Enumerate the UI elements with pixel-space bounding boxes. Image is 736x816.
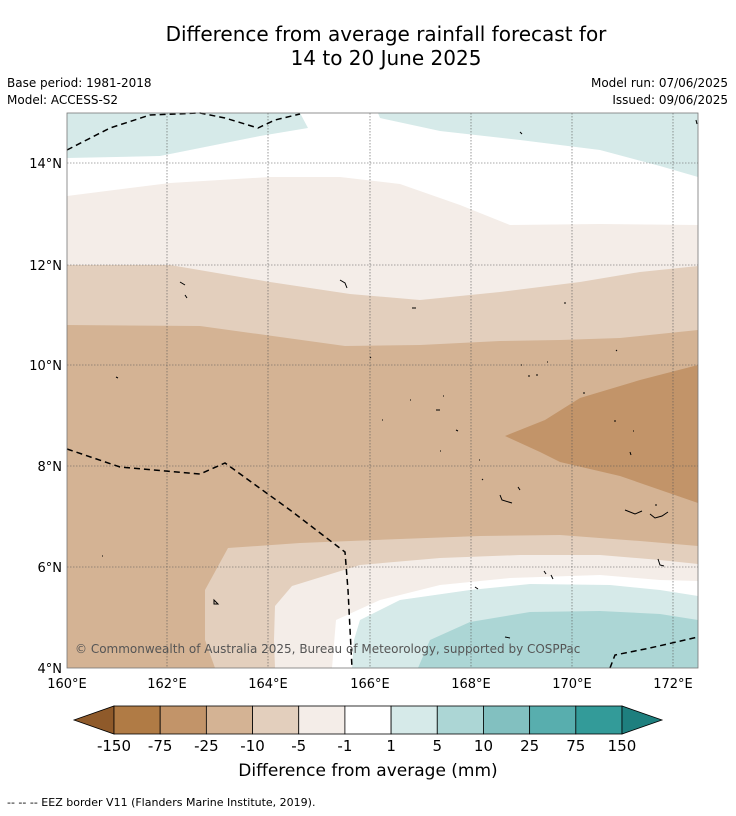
- colorbar-segment: [575, 705, 623, 735]
- colorbar-tick-label: 75: [566, 737, 585, 755]
- meta-right: Model run: 07/06/2025 Issued: 09/06/2025: [591, 75, 728, 109]
- lon-label-170: 170°E: [552, 677, 592, 692]
- colorbar-tick-label: -150: [97, 737, 131, 755]
- colorbar: [72, 705, 664, 735]
- lat-label-6: 6°N: [38, 561, 63, 576]
- colorbar-segment: [113, 705, 161, 735]
- title-line-2: 14 to 20 June 2025: [290, 46, 482, 70]
- model-run: Model run: 07/06/2025: [590, 76, 728, 90]
- longitude-labels: 160°E 162°E 164°E 166°E 168°E 170°E 172°…: [47, 677, 693, 692]
- lat-label-4: 4°N: [38, 662, 63, 677]
- colorbar-tick-label: 150: [608, 737, 637, 755]
- colorbar-arrow-right: [621, 705, 664, 735]
- islands: [102, 119, 698, 639]
- colorbar-tick-label: -1: [337, 737, 352, 755]
- lat-label-8: 8°N: [38, 460, 63, 475]
- contour-dark-tan-east: [505, 365, 698, 503]
- contour-teal-north-left: [67, 113, 308, 158]
- lon-label-172: 172°E: [653, 677, 693, 692]
- colorbar-segment: [390, 705, 438, 735]
- eez-footnote: -- -- -- EEZ border V11 (Flanders Marine…: [7, 796, 316, 809]
- colorbar-segment: [344, 705, 392, 735]
- colorbar-tick-label: 25: [520, 737, 539, 755]
- colorbar-segment: [483, 705, 531, 735]
- colorbar-tick-labels: -150 -75 -25 -10 -5 -1 1 5 10 25 75 150: [97, 737, 636, 755]
- map-fill: [67, 113, 698, 668]
- lon-label-164: 164°E: [248, 677, 288, 692]
- colorbar-arrow-left: [72, 705, 115, 735]
- gridlines: [67, 113, 698, 668]
- lat-label-10: 10°N: [29, 359, 62, 374]
- contour-teal-north-right: [378, 113, 698, 177]
- colorbar-tick-label: -75: [148, 737, 173, 755]
- eez-border: [66, 112, 699, 669]
- colorbar-segment: [436, 705, 484, 735]
- colorbar-tick-label: -5: [291, 737, 306, 755]
- colorbar-segment: [159, 705, 207, 735]
- lat-label-12: 12°N: [29, 259, 62, 274]
- lon-label-166: 166°E: [350, 677, 390, 692]
- colorbar-tick-label: -25: [194, 737, 219, 755]
- map-title: Difference from average rainfall forecas…: [0, 22, 736, 70]
- lon-label-162: 162°E: [147, 677, 187, 692]
- colorbar-segment: [298, 705, 346, 735]
- contour-teal-south: [418, 611, 698, 668]
- issued-date: Issued: 09/06/2025: [612, 93, 728, 107]
- title-line-1: Difference from average rainfall forecas…: [165, 22, 607, 46]
- lon-label-168: 168°E: [451, 677, 491, 692]
- model-name: Model: ACCESS-S2: [7, 93, 119, 107]
- colorbar-tick-label: 10: [474, 737, 493, 755]
- copyright-text: © Commonwealth of Australia 2025, Bureau…: [75, 642, 580, 656]
- latitude-labels: 14°N 12°N 10°N 8°N 6°N 4°N: [29, 157, 62, 677]
- colorbar-segment: [529, 705, 577, 735]
- colorbar-segment: [205, 705, 253, 735]
- base-period: Base period: 1981-2018: [7, 76, 152, 90]
- lat-label-14: 14°N: [29, 157, 62, 172]
- colorbar-title: Difference from average (mm): [238, 761, 498, 781]
- meta-left: Base period: 1981-2018 Model: ACCESS-S2: [7, 75, 152, 109]
- colorbar-tick-label: -10: [240, 737, 265, 755]
- colorbar-tick-label: 5: [432, 737, 442, 755]
- colorbar-tick-label: 1: [386, 737, 396, 755]
- colorbar-segment: [252, 705, 300, 735]
- map-frame: [66, 112, 699, 669]
- lon-label-160: 160°E: [47, 677, 87, 692]
